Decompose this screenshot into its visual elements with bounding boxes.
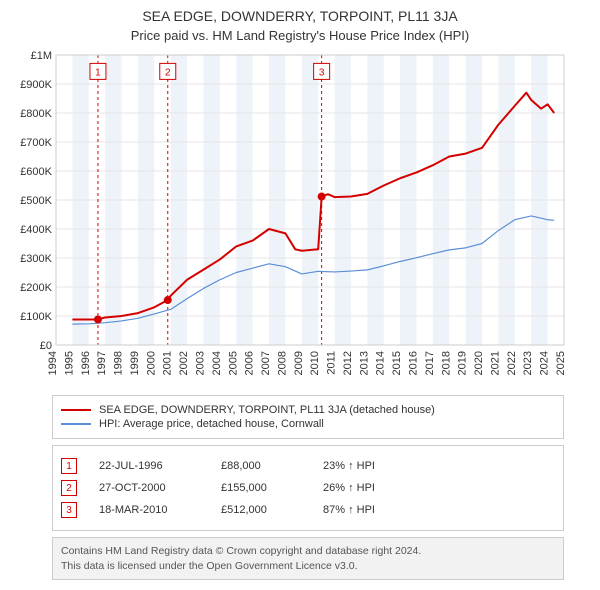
svg-text:2023: 2023 (522, 351, 534, 375)
svg-text:£900K: £900K (20, 79, 52, 91)
event-rel: 26% ↑ HPI (323, 482, 403, 494)
svg-text:2020: 2020 (473, 351, 485, 375)
event-price: £155,000 (221, 482, 301, 494)
svg-text:£300K: £300K (20, 253, 52, 265)
event-row: 1 22-JUL-1996 £88,000 23% ↑ HPI (61, 458, 555, 474)
price-chart: £0 £100K £200K £300K £400K £500K £600K £700K £80… (10, 49, 590, 389)
legend-swatch-2 (61, 423, 91, 424)
svg-text:£700K: £700K (20, 137, 52, 149)
svg-text:2007: 2007 (260, 351, 272, 375)
svg-text:1994: 1994 (47, 351, 59, 375)
svg-text:2010: 2010 (309, 351, 321, 375)
footnote-line: Contains HM Land Registry data © Crown c… (61, 544, 555, 559)
event-marker-box: 2 (61, 480, 77, 496)
svg-text:2012: 2012 (342, 351, 354, 375)
svg-text:2013: 2013 (358, 351, 370, 375)
svg-text:2005: 2005 (227, 351, 239, 375)
chart-title-main: SEA EDGE, DOWNDERRY, TORPOINT, PL11 3JA (10, 8, 590, 24)
legend-label-2: HPI: Average price, detached house, Corn… (99, 418, 324, 430)
svg-text:2011: 2011 (326, 351, 338, 375)
event-row: 2 27-OCT-2000 £155,000 26% ↑ HPI (61, 480, 555, 496)
svg-text:2008: 2008 (276, 351, 288, 375)
svg-text:£0: £0 (40, 340, 52, 352)
legend-label-1: SEA EDGE, DOWNDERRY, TORPOINT, PL11 3JA … (99, 404, 435, 416)
svg-text:2021: 2021 (489, 351, 501, 375)
event-rel: 23% ↑ HPI (323, 460, 403, 472)
svg-text:£400K: £400K (20, 224, 52, 236)
svg-text:1998: 1998 (113, 351, 125, 375)
svg-text:2025: 2025 (555, 351, 567, 375)
chart-title-sub: Price paid vs. HM Land Registry's House … (10, 28, 590, 43)
events-table: 1 22-JUL-1996 £88,000 23% ↑ HPI 2 27-OCT-2000… (52, 445, 564, 531)
event-date: 22-JUL-1996 (99, 460, 199, 472)
event-marker-box: 3 (61, 502, 77, 518)
svg-text:1999: 1999 (129, 351, 141, 375)
svg-text:2001: 2001 (162, 351, 174, 375)
svg-text:2003: 2003 (194, 351, 206, 375)
event-date: 18-MAR-2010 (99, 504, 199, 516)
event-price: £88,000 (221, 460, 301, 472)
footnote-line: This data is licensed under the Open Gov… (61, 559, 555, 574)
svg-text:2004: 2004 (211, 351, 223, 375)
event-rel: 87% ↑ HPI (323, 504, 403, 516)
svg-text:£100K: £100K (20, 311, 52, 323)
svg-text:1996: 1996 (80, 351, 92, 375)
svg-text:2: 2 (165, 67, 171, 78)
svg-text:2018: 2018 (440, 351, 452, 375)
svg-text:2019: 2019 (457, 351, 469, 375)
svg-text:3: 3 (319, 67, 325, 78)
svg-text:2022: 2022 (506, 351, 518, 375)
svg-text:£800K: £800K (20, 108, 52, 120)
svg-text:2002: 2002 (178, 351, 190, 375)
legend-swatch-1 (61, 409, 91, 411)
legend-row: SEA EDGE, DOWNDERRY, TORPOINT, PL11 3JA … (61, 404, 555, 416)
svg-text:1995: 1995 (63, 351, 75, 375)
svg-text:£1M: £1M (31, 50, 52, 62)
svg-text:2000: 2000 (145, 351, 157, 375)
svg-text:£600K: £600K (20, 166, 52, 178)
svg-text:2017: 2017 (424, 351, 436, 375)
event-row: 3 18-MAR-2010 £512,000 87% ↑ HPI (61, 502, 555, 518)
event-date: 27-OCT-2000 (99, 482, 199, 494)
footnote: Contains HM Land Registry data © Crown c… (52, 537, 564, 580)
svg-text:£200K: £200K (20, 282, 52, 294)
svg-text:2006: 2006 (244, 351, 256, 375)
event-price: £512,000 (221, 504, 301, 516)
svg-text:1: 1 (95, 67, 101, 78)
svg-text:£500K: £500K (20, 195, 52, 207)
legend: SEA EDGE, DOWNDERRY, TORPOINT, PL11 3JA … (52, 395, 564, 439)
svg-text:2015: 2015 (391, 351, 403, 375)
event-marker-box: 1 (61, 458, 77, 474)
svg-text:2024: 2024 (539, 351, 551, 375)
svg-text:1997: 1997 (96, 351, 108, 375)
svg-text:2014: 2014 (375, 351, 387, 375)
svg-text:2009: 2009 (293, 351, 305, 375)
svg-text:2016: 2016 (408, 351, 420, 375)
legend-row: HPI: Average price, detached house, Corn… (61, 418, 555, 430)
